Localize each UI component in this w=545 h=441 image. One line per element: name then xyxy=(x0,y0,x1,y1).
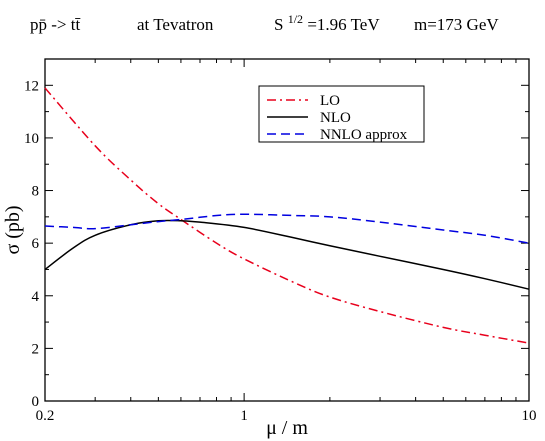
y-tick-label: 8 xyxy=(32,184,40,200)
x-tick-label: 0.2 xyxy=(36,408,55,424)
series-layer xyxy=(44,87,530,344)
legend-label-nnlo-approx: NNLO approx xyxy=(320,127,408,143)
chart-title: pp̄ -> tt̄ at Tevatron S 1/2 =1.96 TeV m… xyxy=(30,8,499,34)
y-tick-label: 4 xyxy=(32,289,40,305)
series-line-lo xyxy=(44,87,530,344)
legend-box xyxy=(258,85,425,143)
title-mass: m=173 GeV xyxy=(414,15,499,34)
series-line-nlo xyxy=(44,219,530,290)
plot-frame xyxy=(44,58,530,402)
title-energy-base: S xyxy=(274,15,283,34)
x-axis-label: μ / m xyxy=(266,417,308,439)
title-collider: at Tevatron xyxy=(137,15,214,34)
y-tick-label: 2 xyxy=(32,341,40,357)
title-energy-exp: 1/2 xyxy=(288,12,303,26)
y-axis-label: σ (pb) xyxy=(2,205,24,254)
x-tick-label: 1 xyxy=(240,408,248,424)
title-process: pp̄ -> tt̄ xyxy=(30,15,81,34)
title-energy-value: =1.96 TeV xyxy=(307,15,380,34)
series-line-nnlo-approx xyxy=(44,213,530,244)
y-tick-label: 6 xyxy=(32,236,40,252)
y-tick-label: 12 xyxy=(24,78,39,94)
legend-label-lo: LO xyxy=(320,93,340,109)
y-tick-label: 10 xyxy=(24,131,39,147)
x-axis-ticks: 0.2 1 10 xyxy=(36,59,537,424)
y-tick-label: 0 xyxy=(32,394,40,410)
x-tick-label: 10 xyxy=(522,408,537,424)
legend-label-nlo: NLO xyxy=(320,110,351,126)
